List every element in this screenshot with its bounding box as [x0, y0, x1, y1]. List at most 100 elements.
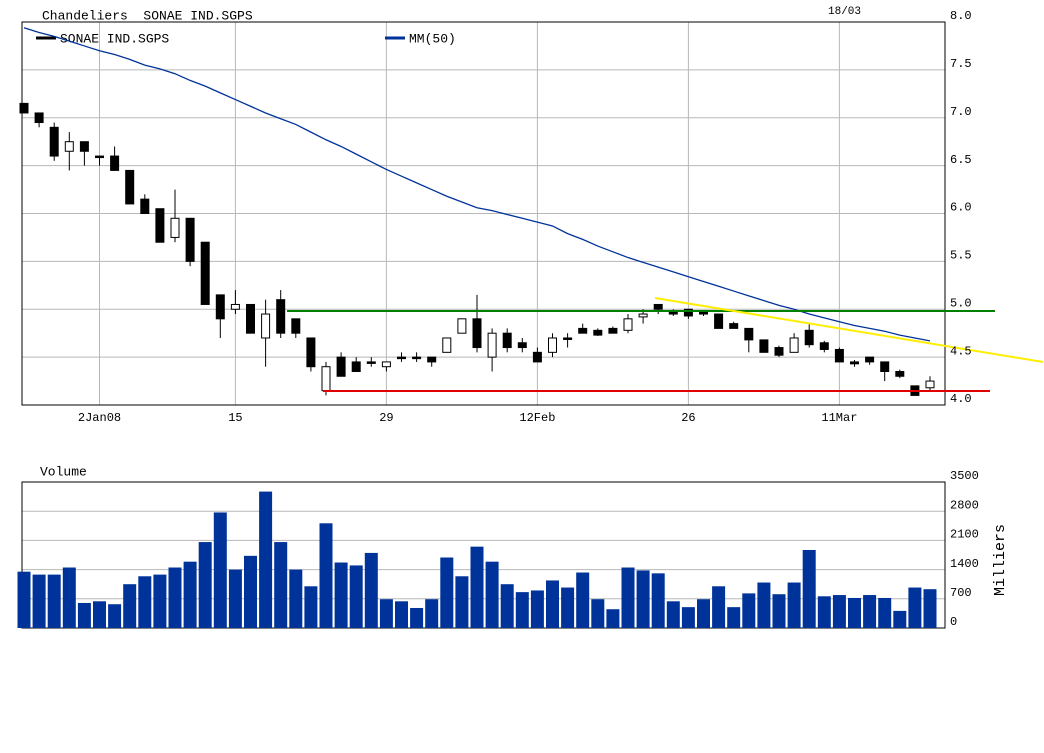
volume-bar — [546, 580, 559, 628]
x-tick-label: 15 — [228, 411, 242, 425]
candle-body — [880, 361, 890, 372]
candle-body — [397, 356, 406, 360]
volume-bar — [591, 599, 605, 628]
volume-bar — [621, 567, 635, 628]
volume-bar — [485, 561, 499, 628]
volume-bar — [908, 587, 922, 628]
candle-body — [804, 329, 814, 346]
candle-body — [34, 112, 44, 124]
candle-body — [110, 155, 120, 171]
volume-bar — [123, 584, 137, 628]
candle-body — [246, 303, 255, 334]
candle-body — [502, 332, 512, 349]
candle-body — [95, 155, 104, 159]
volume-bar — [319, 523, 333, 628]
candle-body — [79, 141, 89, 152]
candle-body — [321, 366, 331, 392]
candle-body — [729, 323, 739, 329]
volume-bar — [364, 552, 378, 628]
candle-body — [895, 370, 905, 377]
volume-bar — [17, 571, 31, 628]
volume-bar — [772, 594, 786, 628]
candle-body — [548, 337, 557, 353]
y-tick-label: 3500 — [950, 469, 979, 483]
candle-body — [487, 332, 497, 358]
y-axis-label: Milliers — [992, 524, 1009, 596]
volume-bar — [848, 597, 861, 628]
volume-bar — [440, 557, 454, 628]
candle-body — [125, 169, 135, 205]
volume-bar — [304, 586, 318, 628]
y-tick-label: 7.0 — [950, 105, 972, 119]
volume-bar — [213, 512, 227, 628]
candle-body — [140, 198, 150, 214]
x-tick-label: 12Feb — [519, 411, 555, 425]
candle-body — [714, 313, 724, 329]
legend-label: SONAE IND.SGPS — [60, 31, 169, 46]
candle-body — [774, 347, 784, 356]
candle-body — [261, 313, 271, 339]
candle-body — [230, 303, 240, 310]
volume-bar — [379, 599, 393, 628]
y-tick-label: 5.5 — [950, 249, 972, 263]
candle-body — [850, 361, 859, 365]
candle-body — [412, 356, 422, 360]
y-tick-label: 1400 — [950, 557, 979, 571]
volume-bar — [636, 570, 650, 628]
y-tick-label: 6.0 — [950, 201, 972, 215]
candle-body — [608, 327, 618, 334]
candle-body — [834, 348, 844, 363]
candle-body — [699, 311, 708, 315]
volume-bar — [108, 604, 122, 628]
volume-bar — [244, 555, 257, 628]
trend-line — [654, 297, 1044, 363]
y-tick-label: 2100 — [950, 528, 979, 542]
candle-body — [19, 102, 29, 114]
moving-average-line — [23, 27, 931, 342]
x-tick-label: 29 — [379, 411, 393, 425]
y-tick-label: 8.0 — [950, 9, 972, 23]
volume-bar — [561, 587, 575, 628]
candle-body — [427, 356, 437, 363]
candle-body — [925, 380, 935, 389]
volume-bar — [923, 589, 937, 628]
x-tick-label: 2Jan08 — [78, 411, 121, 425]
volume-bar — [878, 597, 892, 628]
volume-bar — [666, 601, 680, 628]
candle-body — [49, 126, 59, 157]
candle-body — [683, 308, 693, 317]
volume-bar — [606, 609, 620, 628]
volume-bar — [727, 607, 741, 628]
candle-body — [623, 318, 633, 331]
candle-body — [744, 327, 754, 341]
x-tick-label: 26 — [681, 411, 695, 425]
volume-bar — [77, 602, 91, 628]
candle-body — [532, 351, 542, 363]
price-grid — [22, 21, 945, 406]
candle-body — [865, 356, 875, 363]
volume-bar — [168, 567, 182, 628]
volume-bar — [530, 590, 544, 628]
candle-body — [291, 318, 301, 334]
volume-bar — [681, 607, 695, 628]
volume-bar — [93, 601, 106, 628]
candle-body — [64, 141, 74, 152]
candle-body — [472, 318, 482, 349]
price-frame — [21, 21, 946, 406]
y-tick-label: 700 — [950, 586, 972, 600]
volume-bar — [742, 593, 756, 628]
volume-bar — [425, 599, 439, 628]
volume-title: Volume — [40, 464, 87, 479]
candle-body — [759, 339, 769, 353]
date-label: 18/03 — [828, 6, 861, 18]
candle-body — [457, 318, 467, 334]
candle-body — [593, 329, 603, 336]
volume-bar — [349, 565, 363, 628]
volume-bar — [334, 562, 348, 628]
marks — [17, 27, 937, 628]
candle-body — [215, 294, 225, 320]
candle-body — [170, 217, 180, 238]
candle-body — [155, 208, 165, 243]
